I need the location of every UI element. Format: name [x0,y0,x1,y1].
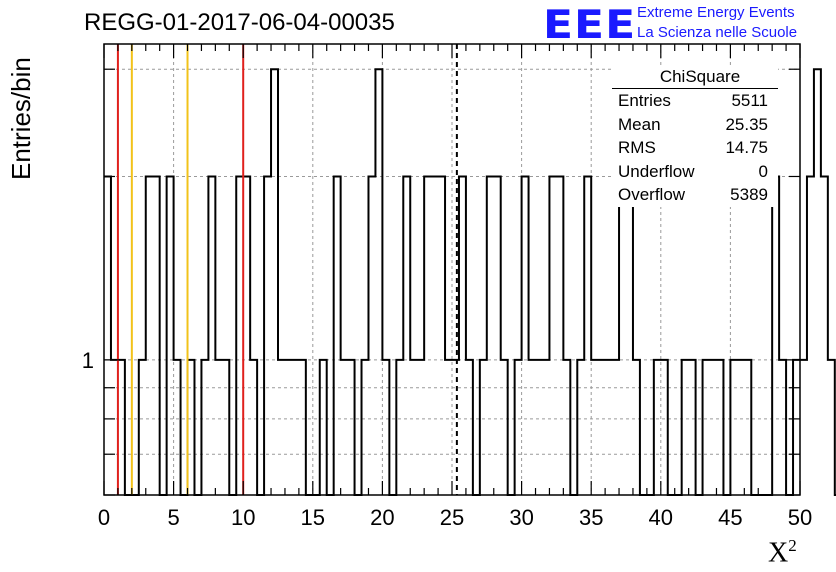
logo-subtitle-2: La Scienza nelle Scuole [637,24,798,41]
stats-value: 25.35 [725,114,768,134]
stats-row-entries: Entries 5511 [612,89,778,113]
chart-title: REGG-01-2017-06-04-00035 [84,9,395,36]
x-axis-label-exponent: 2 [788,536,797,555]
y-axis-label: Entries/bin [6,57,36,180]
logo-subtitle-1: Extreme Energy Events [637,4,795,21]
stats-label: RMS [618,138,656,157]
x-tick-label: 10 [231,505,255,530]
eee-logo: EEE [543,2,637,48]
x-tick-label: 15 [301,505,325,530]
x-tick-label: 45 [718,505,742,530]
x-axis-label: X2 [768,536,797,569]
x-tick-label: 50 [788,505,812,530]
stats-value: 5511 [731,91,768,110]
stats-value: 14.75 [725,138,768,157]
x-tick-label: 0 [98,505,110,530]
y-tick-label: 1 [82,348,94,373]
stats-label: Entries [618,91,671,110]
stats-label: Underflow [618,161,695,181]
stats-box: ChiSquare Entries 5511 Mean 25.35 RMS 14.75… [612,66,778,207]
stats-label: Overflow [618,185,686,204]
x-axis-label-base: X [768,537,789,569]
stats-row-mean: Mean 25.35 [612,113,778,137]
x-tick-label: 40 [649,505,673,530]
stats-title: ChiSquare [612,66,778,89]
x-tick-label: 30 [509,505,533,530]
x-tick-label: 25 [440,505,464,530]
stats-row-underflow: Underflow 0 [612,160,778,184]
x-tick-label: 5 [167,505,179,530]
stats-value: 5389 [730,185,768,204]
stats-label: Mean [618,114,661,134]
stats-row-overflow: Overflow 5389 [612,183,778,207]
stats-row-rms: RMS 14.75 [612,136,778,160]
stats-value: 0 [758,161,768,181]
x-tick-label: 35 [579,505,603,530]
histogram-outline [104,68,836,496]
x-tick-label: 20 [370,505,394,530]
